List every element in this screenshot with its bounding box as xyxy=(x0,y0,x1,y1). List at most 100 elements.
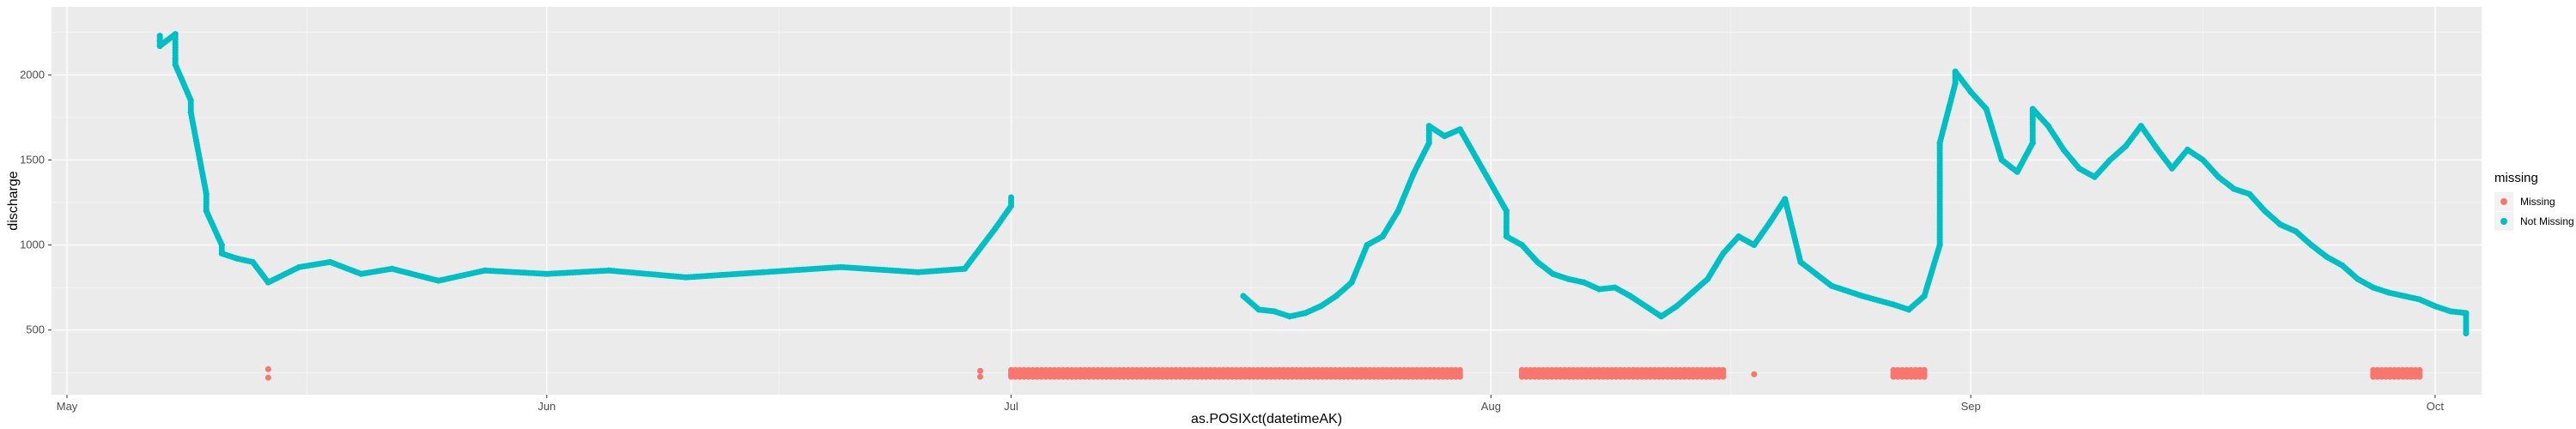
not-missing-point xyxy=(1890,301,1897,308)
not-missing-point xyxy=(172,54,179,61)
not-missing-point xyxy=(1735,233,1742,240)
not-missing-point xyxy=(2262,208,2269,214)
missing-point xyxy=(1224,371,1231,378)
not-missing-point xyxy=(172,31,179,38)
not-missing-point xyxy=(1936,242,1943,249)
series-not-missing xyxy=(156,31,2470,337)
missing-point xyxy=(1596,372,1603,378)
missing-point xyxy=(1008,372,1015,378)
not-missing-point xyxy=(2293,228,2300,235)
not-missing-point xyxy=(1364,242,1370,249)
major-gridlines xyxy=(52,7,2482,395)
not-missing-point xyxy=(1503,208,1510,214)
missing-point xyxy=(1147,372,1154,378)
not-missing-point xyxy=(326,258,333,265)
legend-dot-missing xyxy=(2500,198,2507,205)
not-missing-point xyxy=(2137,123,2144,130)
not-missing-point xyxy=(544,270,550,277)
not-missing-point xyxy=(1596,286,1603,293)
missing-point xyxy=(1899,373,1905,380)
not-missing-point xyxy=(2401,293,2408,299)
not-missing-point xyxy=(2339,262,2346,269)
not-missing-point xyxy=(1627,293,1634,299)
not-missing-point xyxy=(1456,126,1463,133)
not-missing-point xyxy=(2060,147,2067,154)
not-missing-point xyxy=(264,279,271,286)
not-missing-point xyxy=(993,225,999,232)
not-missing-point xyxy=(1286,313,1293,320)
not-missing-point xyxy=(358,270,365,277)
not-missing-point xyxy=(1921,293,1928,299)
not-missing-point xyxy=(249,258,256,265)
not-missing-point xyxy=(1534,258,1540,265)
not-missing-point xyxy=(1905,306,1912,313)
missing-point xyxy=(2401,372,2408,378)
not-missing-point xyxy=(1766,220,1773,227)
missing-point xyxy=(1894,373,1901,380)
not-missing-point xyxy=(2091,173,2098,180)
not-missing-point xyxy=(389,265,396,272)
not-missing-point xyxy=(1751,242,1758,249)
not-missing-point xyxy=(1581,279,1588,286)
not-missing-point xyxy=(2416,296,2423,303)
not-missing-point xyxy=(203,208,210,214)
y-axis-title: discharge xyxy=(6,171,21,230)
not-missing-point xyxy=(2215,173,2222,180)
not-missing-point xyxy=(1379,233,1386,240)
not-missing-point xyxy=(2075,165,2082,172)
missing-point xyxy=(1908,373,1915,380)
not-missing-point xyxy=(187,97,194,104)
not-missing-point xyxy=(1348,279,1355,286)
x-axis: May Jun Jul Aug Sep Oct xyxy=(57,395,2445,413)
not-missing-point xyxy=(2106,156,2113,163)
missing-point xyxy=(264,366,271,372)
not-missing-point xyxy=(172,61,179,68)
x-tick-label: Jun xyxy=(538,400,556,413)
x-tick-label: Jul xyxy=(1004,400,1018,413)
missing-point xyxy=(264,374,271,381)
not-missing-point xyxy=(2014,168,2020,175)
not-missing-point xyxy=(2029,140,2036,147)
not-missing-point xyxy=(1271,308,1278,315)
legend-label-missing: Missing xyxy=(2520,196,2555,208)
not-missing-point xyxy=(203,190,210,197)
not-missing-point xyxy=(1859,293,1866,299)
missing-point xyxy=(2370,372,2377,378)
missing-point xyxy=(1921,373,1928,380)
missing-point xyxy=(1518,371,1525,378)
not-missing-point xyxy=(1720,250,1727,257)
not-missing-point xyxy=(1008,202,1015,209)
missing-point xyxy=(1070,371,1077,378)
y-tick-label: 2000 xyxy=(20,68,45,81)
not-missing-point xyxy=(1425,123,1432,130)
x-tick-label: Oct xyxy=(2427,400,2445,413)
not-missing-point xyxy=(1689,289,1696,296)
plot-panel xyxy=(52,7,2482,395)
not-missing-point xyxy=(837,263,844,270)
missing-point xyxy=(1720,373,1727,380)
not-missing-point xyxy=(218,242,225,249)
missing-point xyxy=(1903,373,1910,380)
not-missing-point xyxy=(2200,156,2207,163)
not-missing-point xyxy=(605,267,612,274)
y-tick-label: 500 xyxy=(26,323,45,336)
not-missing-point xyxy=(435,277,442,284)
not-missing-point xyxy=(962,265,969,272)
not-missing-point xyxy=(482,267,489,274)
series-missing xyxy=(264,366,2423,381)
not-missing-point xyxy=(2029,106,2036,112)
not-missing-point xyxy=(2153,145,2160,152)
y-tick-label: 1500 xyxy=(20,153,45,166)
not-missing-point xyxy=(1782,196,1789,202)
missing-point xyxy=(1658,371,1665,378)
missing-point xyxy=(1534,372,1540,378)
missing-point xyxy=(2416,373,2423,380)
missing-point xyxy=(1302,372,1309,378)
not-missing-point xyxy=(1425,140,1432,147)
not-missing-point xyxy=(1441,133,1448,140)
not-missing-point xyxy=(1394,208,1401,214)
not-missing-point xyxy=(1967,88,1974,95)
x-tick-label: May xyxy=(57,400,78,413)
not-missing-point xyxy=(2447,308,2454,315)
